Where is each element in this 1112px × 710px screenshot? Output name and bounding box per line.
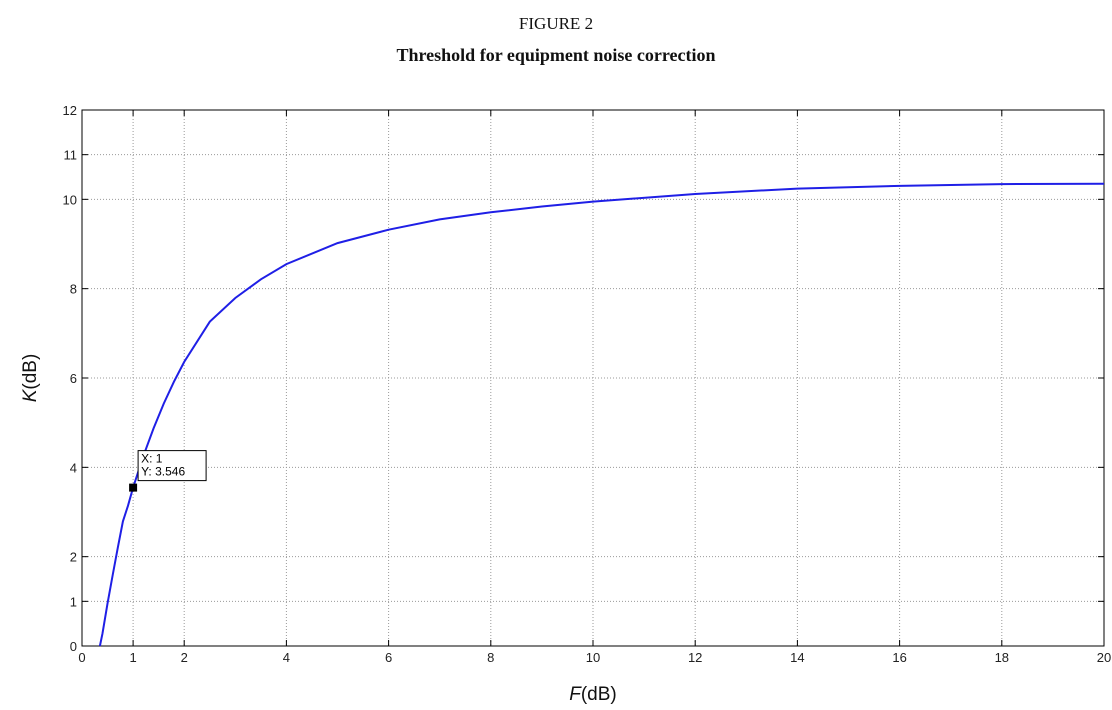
y-tick-label: 12 bbox=[63, 103, 77, 118]
y-tick-label: 10 bbox=[63, 192, 77, 207]
x-tick-label: 4 bbox=[283, 650, 290, 665]
x-tick-label: 16 bbox=[892, 650, 906, 665]
grid bbox=[82, 110, 1104, 646]
x-tick-label: 1 bbox=[129, 650, 136, 665]
y-tick-label: 0 bbox=[70, 639, 77, 654]
x-tick-label: 0 bbox=[78, 650, 85, 665]
x-axis-unit: (dB) bbox=[581, 684, 617, 705]
datatip-y-text: Y: 3.546 bbox=[141, 465, 185, 479]
x-tick-label: 12 bbox=[688, 650, 702, 665]
x-tick-label: 14 bbox=[790, 650, 804, 665]
x-tick-label: 10 bbox=[586, 650, 600, 665]
x-tick-label: 20 bbox=[1097, 650, 1111, 665]
y-axis-unit: (dB) bbox=[20, 354, 41, 390]
datatip-marker[interactable] bbox=[129, 483, 138, 492]
x-axis-label: F(dB) bbox=[569, 684, 617, 705]
y-tick-label: 8 bbox=[70, 282, 77, 297]
x-tick-label: 8 bbox=[487, 650, 494, 665]
y-axis-variable: K bbox=[20, 388, 41, 402]
x-tick-label: 18 bbox=[995, 650, 1009, 665]
y-tick-label: 1 bbox=[70, 594, 77, 609]
figure-title: Threshold for equipment noise correction bbox=[396, 45, 716, 65]
y-tick-label: 11 bbox=[64, 148, 78, 163]
y-tick-label: 6 bbox=[70, 371, 77, 386]
y-axis-label: K(dB) bbox=[20, 354, 41, 403]
datatip-x-text: X: 1 bbox=[141, 452, 163, 466]
datatip[interactable]: X: 1 Y: 3.546 bbox=[129, 450, 207, 492]
y-tick-label: 2 bbox=[70, 550, 77, 565]
x-tick-label: 2 bbox=[181, 650, 188, 665]
y-tick-label: 4 bbox=[70, 460, 77, 475]
datatip-box bbox=[137, 450, 207, 482]
k-curve-line bbox=[98, 182, 1105, 647]
x-tick-label: 6 bbox=[385, 650, 392, 665]
x-axis-variable: F bbox=[569, 684, 582, 705]
figure-label: FIGURE 2 bbox=[518, 14, 594, 33]
